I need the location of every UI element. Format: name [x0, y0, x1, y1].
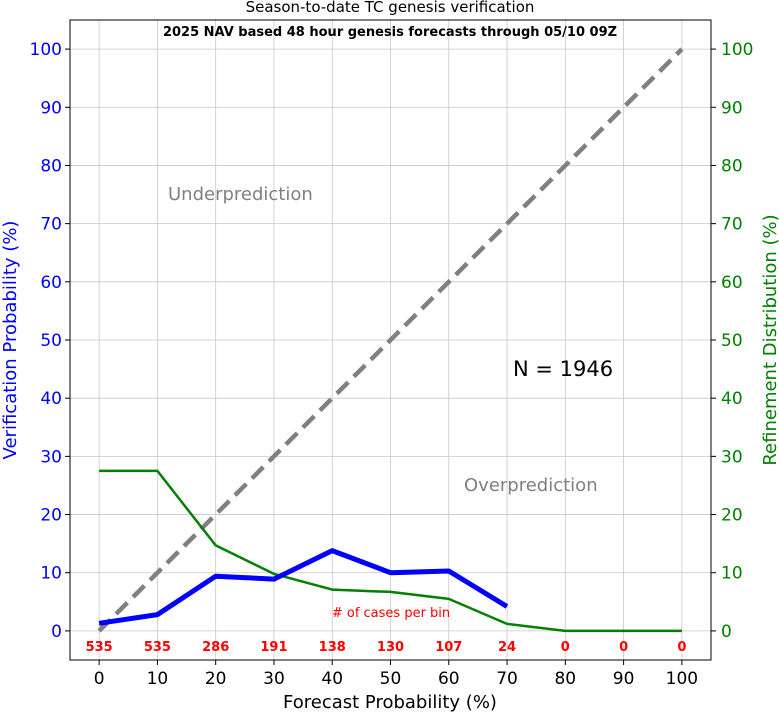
case-count-label: 24 [498, 640, 516, 655]
y-tick-label: 0 [51, 622, 62, 642]
x-axis-ticks: 0 10 20 30 40 50 60 70 80 90 100 [94, 660, 698, 689]
x-tick-label: 10 [147, 669, 169, 689]
y-tick-label: 90 [40, 98, 62, 118]
y-axis-label: Verification Probability (%) [0, 221, 21, 460]
case-count-label: 286 [202, 640, 229, 655]
series-group [97, 47, 684, 633]
y-tick-label: 10 [40, 564, 62, 584]
underprediction-label: Underprediction [168, 184, 313, 205]
refinement-line [99, 469, 682, 633]
y-tick-label: 30 [40, 447, 62, 467]
x-tick-label: 40 [321, 669, 343, 689]
y-tick-label: 20 [40, 506, 62, 526]
y-tick-label: 80 [40, 156, 62, 176]
y-axis-ticks: 0 10 20 30 40 50 60 70 80 90 100 [30, 40, 70, 642]
cases-per-bin-label: # of cases per bin [332, 606, 450, 621]
y2-tick-label: 0 [721, 622, 732, 642]
y2-tick-label: 10 [721, 564, 743, 584]
chart-title: Season-to-date TC genesis verification [246, 0, 535, 16]
case-count-label: 535 [144, 640, 171, 655]
x-tick-label: 30 [263, 669, 285, 689]
x-tick-label: 60 [438, 669, 460, 689]
verification-line [98, 548, 509, 626]
y2-tick-label: 100 [721, 40, 753, 60]
y2-tick-label: 70 [721, 215, 743, 235]
y-tick-label: 60 [40, 273, 62, 293]
y2-tick-label: 50 [721, 331, 743, 351]
case-count-label: 138 [319, 640, 346, 655]
x-axis-label: Forecast Probability (%) [283, 692, 497, 713]
perfect-reliability-line [97, 47, 684, 633]
y2-tick-label: 60 [721, 273, 743, 293]
y2-tick-label: 30 [721, 447, 743, 467]
y-tick-label: 70 [40, 215, 62, 235]
case-count-label: 130 [377, 640, 404, 655]
y-tick-label: 40 [40, 389, 62, 409]
x-tick-label: 70 [496, 669, 518, 689]
y2-tick-label: 20 [721, 506, 743, 526]
x-tick-label: 0 [94, 669, 105, 689]
x-tick-label: 90 [613, 669, 635, 689]
chart-subtitle: 2025 NAV based 48 hour genesis forecasts… [163, 25, 617, 40]
y2-tick-label: 40 [721, 389, 743, 409]
overprediction-label: Overprediction [464, 475, 598, 496]
y2-tick-label: 80 [721, 156, 743, 176]
x-tick-label: 50 [380, 669, 402, 689]
y2-axis-label: Refinement Distribution (%) [760, 214, 779, 465]
x-tick-label: 100 [666, 669, 698, 689]
case-count-label: 191 [260, 640, 287, 655]
case-count-label: 107 [435, 640, 462, 655]
y2-tick-label: 90 [721, 98, 743, 118]
case-count-label: 535 [86, 640, 113, 655]
sample-size-label: N = 1946 [513, 357, 613, 381]
case-count-label: 0 [677, 640, 686, 655]
y-tick-label: 100 [30, 40, 62, 60]
x-tick-label: 80 [554, 669, 576, 689]
y2-axis-ticks: 0 10 20 30 40 50 60 70 80 90 100 [711, 40, 753, 642]
case-count-label: 0 [561, 640, 570, 655]
case-count-label: 0 [619, 640, 628, 655]
y-tick-label: 50 [40, 331, 62, 351]
case-count-labels: 535 535 286 191 138 130 107 24 0 0 0 [86, 640, 687, 655]
x-tick-label: 20 [205, 669, 227, 689]
